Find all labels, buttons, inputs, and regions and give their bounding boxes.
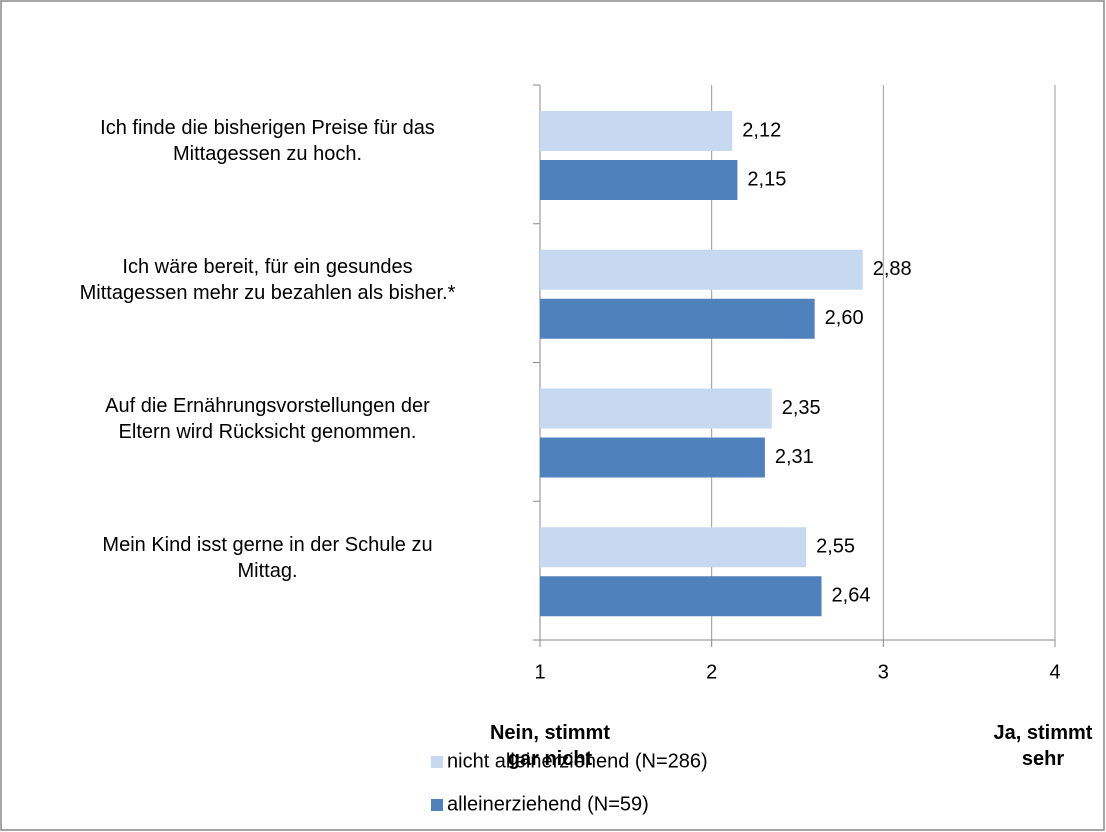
x-tick-label: 2: [706, 661, 717, 683]
value-label: 2,88: [873, 258, 912, 280]
category-label: Auf die Ernährungsvorstellungen der Elte…: [105, 394, 430, 443]
x-tick-label: 4: [1049, 661, 1060, 683]
axis-annotation: Nein, stimmt gar nicht: [489, 722, 611, 770]
value-label: 2,55: [816, 536, 855, 558]
bar: [540, 388, 772, 429]
x-tick-label: 1: [534, 661, 545, 683]
legend-swatch: [431, 756, 443, 768]
bar: [540, 527, 807, 568]
legend-label: alleinerziehend (N=59): [447, 793, 649, 815]
x-tick-label: 3: [878, 661, 889, 683]
bar: [540, 576, 822, 617]
category-label: Ich wäre bereit, für ein gesundes Mittag…: [79, 256, 456, 305]
bar: [540, 111, 733, 151]
legend-swatch: [431, 799, 443, 811]
value-label: 2,60: [825, 307, 864, 329]
bar: [540, 437, 765, 478]
value-label: 2,64: [832, 585, 871, 607]
value-label: 2,15: [747, 168, 786, 190]
bar: [540, 160, 738, 200]
bar: [540, 249, 863, 290]
axis-annotation: Ja, stimmt sehr: [993, 722, 1093, 770]
value-label: 2,31: [775, 446, 814, 468]
category-label: Ich finde die bisherigen Preise für das …: [100, 117, 435, 166]
bar: [540, 298, 815, 339]
legend-label: nicht alleinerziehend (N=286): [447, 750, 708, 772]
value-label: 2,12: [742, 119, 781, 141]
category-label: Mein Kind isst gerne in der Schule zu Mi…: [102, 533, 433, 582]
value-label: 2,35: [782, 397, 821, 419]
